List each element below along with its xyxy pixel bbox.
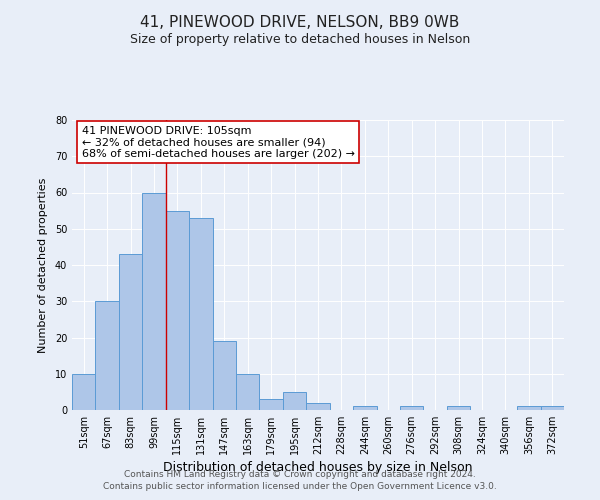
Bar [95,301,119,410]
Text: Contains public sector information licensed under the Open Government Licence v3: Contains public sector information licen… [103,482,497,491]
Text: 41 PINEWOOD DRIVE: 105sqm
← 32% of detached houses are smaller (94)
68% of semi-: 41 PINEWOOD DRIVE: 105sqm ← 32% of detac… [82,126,355,159]
Bar [353,406,377,410]
Text: 41, PINEWOOD DRIVE, NELSON, BB9 0WB: 41, PINEWOOD DRIVE, NELSON, BB9 0WB [140,15,460,30]
Y-axis label: Number of detached properties: Number of detached properties [38,178,48,352]
Bar [259,399,283,410]
Bar [212,341,236,410]
Text: Size of property relative to detached houses in Nelson: Size of property relative to detached ho… [130,32,470,46]
Bar [306,403,330,410]
X-axis label: Distribution of detached houses by size in Nelson: Distribution of detached houses by size … [163,461,473,474]
Bar [142,192,166,410]
Bar [283,392,306,410]
Bar [236,374,259,410]
Bar [400,406,424,410]
Text: Contains HM Land Registry data © Crown copyright and database right 2024.: Contains HM Land Registry data © Crown c… [124,470,476,479]
Bar [119,254,142,410]
Bar [72,374,95,410]
Bar [541,406,564,410]
Bar [166,210,189,410]
Bar [447,406,470,410]
Bar [189,218,212,410]
Bar [517,406,541,410]
